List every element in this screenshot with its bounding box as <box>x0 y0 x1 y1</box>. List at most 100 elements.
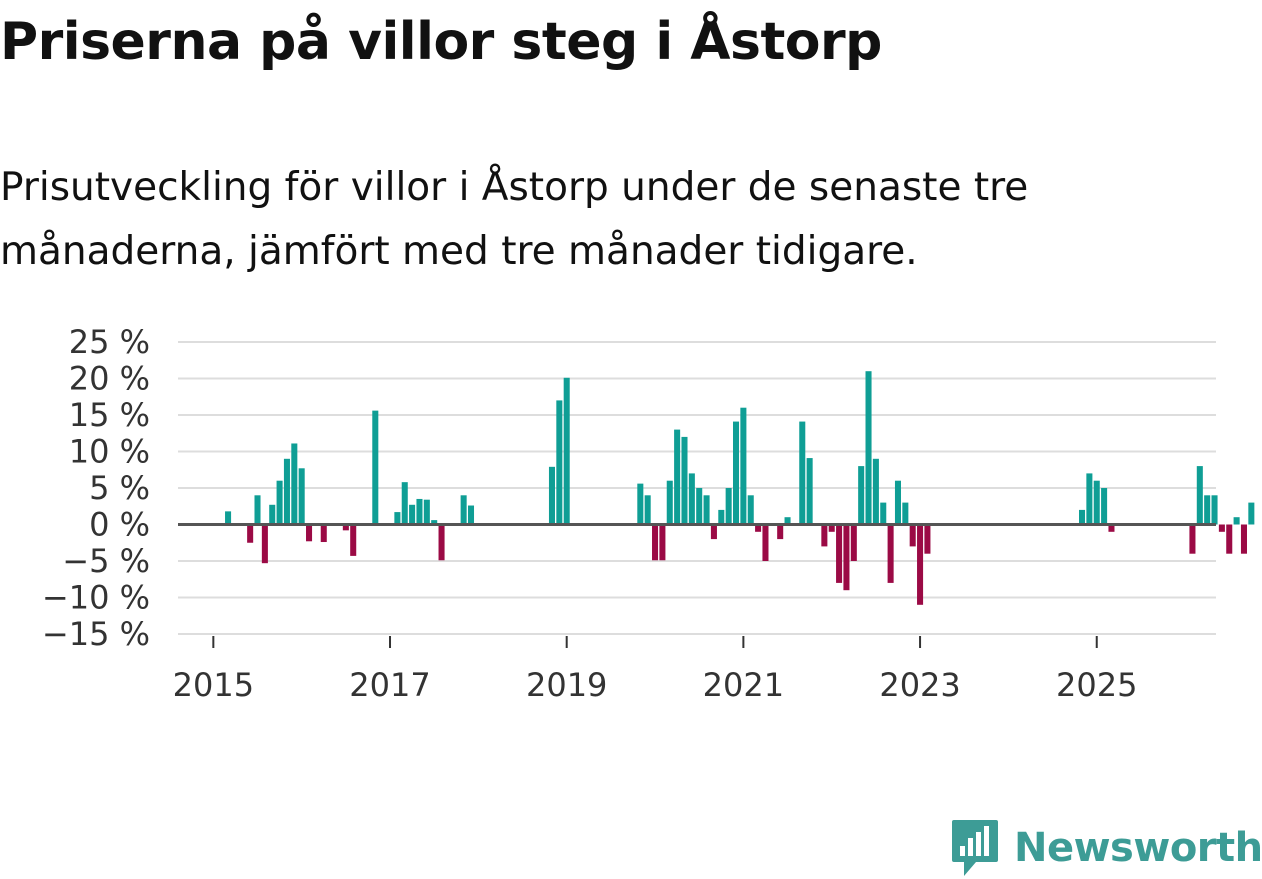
bar <box>342 524 349 531</box>
bar <box>865 371 872 525</box>
bar <box>828 524 835 532</box>
bar <box>902 502 909 525</box>
bar <box>850 524 857 561</box>
brand-logo: Newsworthy <box>950 818 1262 878</box>
bar <box>254 495 261 525</box>
bar <box>276 480 283 525</box>
price-change-bar-chart: 25 %20 %15 %10 %5 %0 %−5 %−10 %−15 % 201… <box>42 323 1255 704</box>
bar <box>1248 502 1255 525</box>
bar <box>718 509 725 525</box>
bar <box>320 524 327 543</box>
bar <box>740 407 747 525</box>
bar <box>225 511 232 525</box>
bar <box>1079 509 1086 525</box>
bar <box>431 520 438 525</box>
bar <box>666 480 673 525</box>
bar <box>674 429 681 525</box>
bar <box>401 482 408 525</box>
brand-name: Newsworthy <box>1014 825 1262 871</box>
bar <box>924 524 931 554</box>
bar <box>372 410 379 525</box>
bar <box>799 421 806 525</box>
bar <box>1101 488 1108 525</box>
x-tick-label: 2019 <box>526 666 607 704</box>
newsworthy-logo-icon <box>952 820 998 876</box>
bar <box>1240 524 1247 554</box>
bar <box>652 524 659 561</box>
bar <box>548 466 555 525</box>
bar <box>416 498 423 525</box>
bar <box>917 524 924 605</box>
bar <box>1108 524 1115 532</box>
bar <box>283 458 290 525</box>
bar <box>880 502 887 525</box>
bar <box>688 473 695 525</box>
bar <box>644 495 651 525</box>
bar <box>350 524 357 556</box>
bar <box>1086 473 1093 525</box>
bar <box>1189 524 1196 554</box>
bar <box>762 524 769 561</box>
bar <box>438 524 445 561</box>
bar <box>909 524 916 547</box>
bar <box>821 524 828 547</box>
bar <box>843 524 850 591</box>
bar <box>696 488 703 525</box>
bar <box>269 504 276 525</box>
bar <box>858 466 865 525</box>
bar <box>261 524 268 564</box>
bar <box>637 483 644 525</box>
x-tick-label: 2023 <box>879 666 960 704</box>
bar <box>467 505 475 525</box>
bar <box>423 499 430 525</box>
y-tick-label: 25 % <box>69 323 150 361</box>
bar-series <box>225 371 1255 605</box>
y-tick-label: −5 % <box>62 542 150 580</box>
bar <box>1204 495 1211 525</box>
bar <box>733 421 740 525</box>
x-tick-label: 2021 <box>703 666 784 704</box>
bar <box>394 512 401 525</box>
x-tick-label: 2017 <box>349 666 430 704</box>
bar <box>563 377 570 525</box>
bar <box>872 458 879 525</box>
bar <box>298 468 305 525</box>
bar <box>894 480 901 525</box>
y-axis: 25 %20 %15 %10 %5 %0 %−5 %−10 %−15 % <box>42 323 150 653</box>
page-subtitle: Prisutveckling för villor i Åstorp under… <box>0 165 1029 274</box>
bar <box>1196 466 1203 525</box>
bar <box>777 524 784 540</box>
bar <box>247 524 254 543</box>
bar <box>1211 495 1218 525</box>
bar <box>556 400 563 525</box>
y-tick-label: −15 % <box>42 615 150 653</box>
bar <box>1218 524 1225 532</box>
bar <box>1226 524 1233 554</box>
bar <box>784 517 791 525</box>
page-title: Priserna på villor steg i Åstorp <box>0 12 882 72</box>
y-tick-label: 10 % <box>69 433 150 471</box>
bar <box>306 524 313 542</box>
bar <box>703 495 710 525</box>
bar <box>409 504 416 525</box>
bar <box>460 495 467 525</box>
bar <box>710 524 717 540</box>
y-tick-label: 20 % <box>69 360 150 398</box>
bar <box>681 436 688 525</box>
y-tick-label: −10 % <box>42 579 150 617</box>
bar <box>725 488 732 525</box>
x-tick-label: 2025 <box>1056 666 1137 704</box>
bar <box>291 443 298 525</box>
bar <box>1093 480 1100 525</box>
bar <box>836 524 843 583</box>
bar <box>747 495 754 525</box>
bar <box>1233 517 1240 525</box>
x-axis: 2015 2017 2019 2021 2023 2025 <box>173 636 1137 704</box>
y-tick-label: 5 % <box>89 469 150 507</box>
y-tick-label: 0 % <box>89 506 150 544</box>
bar <box>755 524 762 532</box>
bar <box>887 524 894 583</box>
x-tick-label: 2015 <box>173 666 254 704</box>
bar <box>806 458 813 525</box>
bar <box>659 524 666 561</box>
